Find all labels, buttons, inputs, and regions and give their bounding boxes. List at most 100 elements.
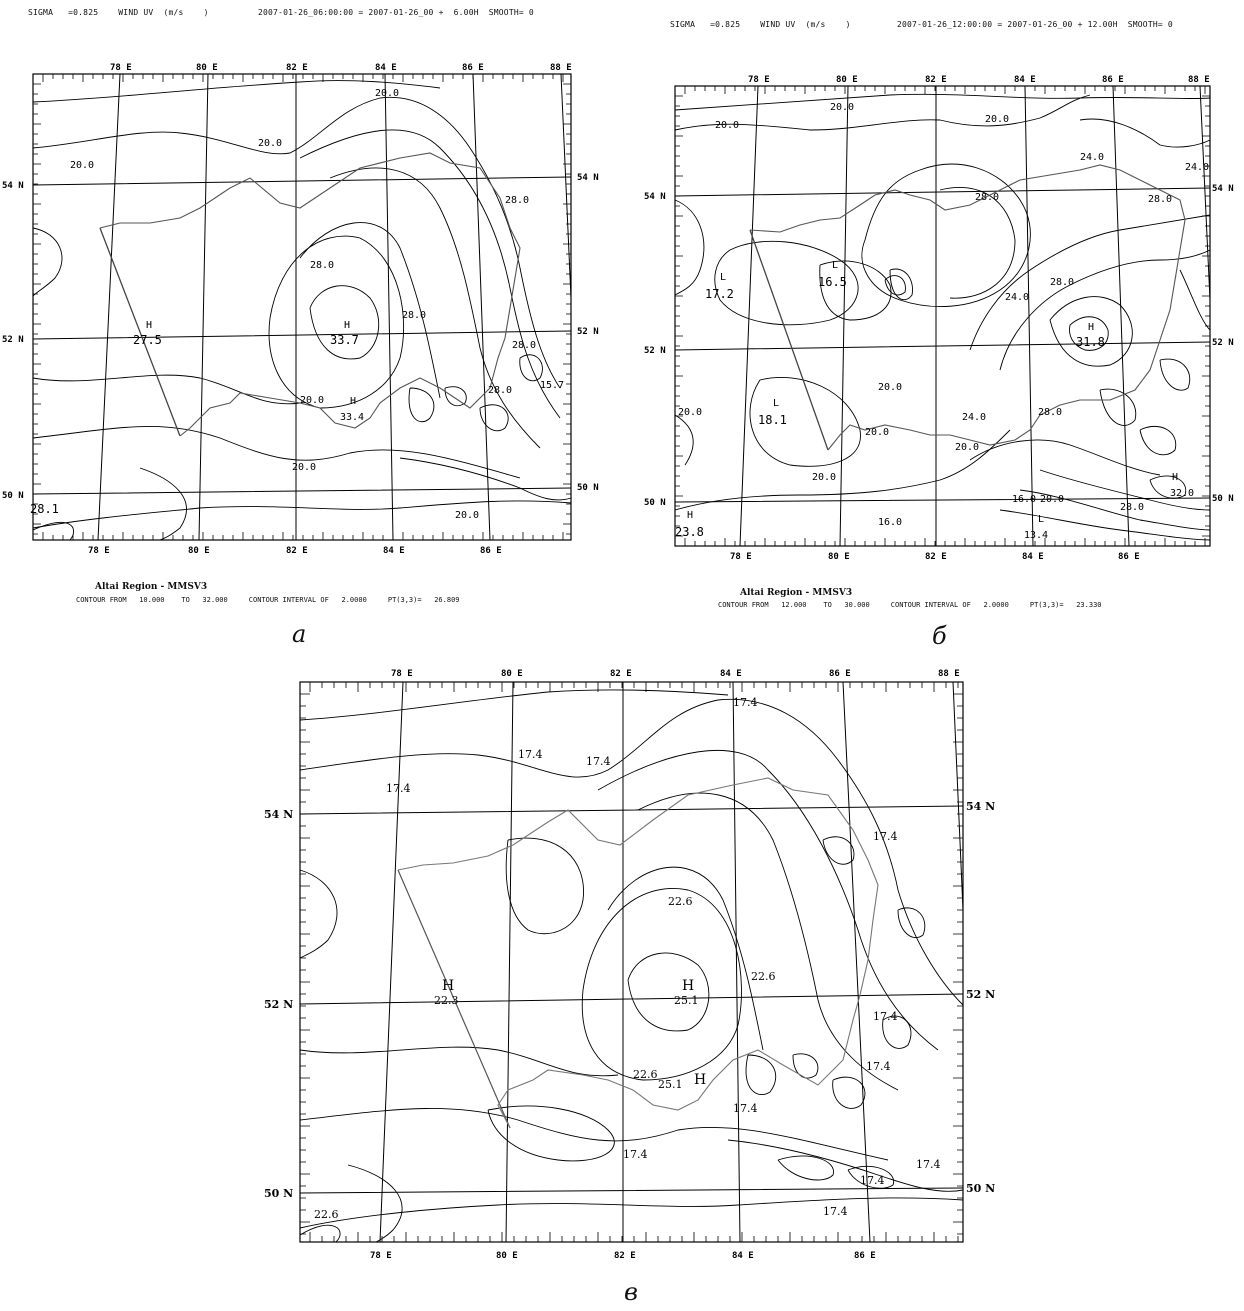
extremum-value: 25.1	[674, 994, 699, 1007]
panel-b-graticule	[674, 85, 1211, 547]
lon-tick: 86 E	[854, 1251, 876, 1261]
lat-tick: 54 N	[966, 800, 995, 813]
lon-tick: 78 E	[370, 1251, 392, 1261]
lat-tick: 54 N	[1212, 184, 1234, 194]
lat-tick: 52 N	[1212, 338, 1234, 348]
panel-b-tick-marks	[675, 86, 1210, 546]
contour-label: 28.0	[1148, 194, 1172, 205]
lon-tick: 80 E	[836, 75, 858, 85]
lat-tick: 52 N	[264, 998, 293, 1011]
lat-tick: 50 N	[264, 1187, 293, 1200]
contour-label: 28.0	[488, 385, 512, 396]
contour-label: 22.6	[668, 895, 693, 908]
lat-tick: 54 N	[2, 181, 24, 191]
lon-tick: 88 E	[1188, 75, 1210, 85]
extremum-type: H	[442, 978, 454, 994]
lon-tick: 84 E	[383, 546, 405, 556]
contour-label: 17.4	[733, 1102, 758, 1115]
lon-tick: 86 E	[480, 546, 502, 556]
extremum-type: H	[1172, 472, 1178, 483]
extremum-type: H	[1088, 322, 1094, 333]
panel-b-extrema: L 17.2 L 16.5 L 18.1 H 31.8 H 23.8 L 13.…	[675, 260, 1194, 541]
contour-label: 28.0	[402, 310, 426, 321]
contour-label: 28.0	[512, 340, 536, 351]
panel-c-letter: в	[624, 1278, 638, 1306]
panel-a-footer-title: Altai Region - MMSV3	[95, 582, 208, 592]
contour-label: 25.1	[658, 1078, 683, 1091]
extremum-type: L	[832, 260, 838, 271]
contour-label: 16.0	[1012, 494, 1036, 505]
extremum-value: 28.1	[30, 502, 59, 516]
contour-label: 24.0	[1185, 162, 1209, 173]
lat-tick: 52 N	[966, 988, 995, 1001]
contour-label: 20.0	[300, 395, 324, 406]
lon-tick: 78 E	[748, 75, 770, 85]
panel-c-cross-section-line	[397, 869, 511, 1129]
panel-b-footer-contour: CONTOUR FROM 12.000 TO 30.000 CONTOUR IN…	[718, 601, 1102, 609]
lon-tick: 84 E	[1022, 552, 1044, 562]
panel-b-footer-title: Altai Region - MMSV3	[740, 588, 853, 598]
panel-b-header-right: 2007-01-26_12:00:00 = 2007-01-26_00 + 12…	[897, 20, 1173, 29]
contour-label: 28.0	[310, 260, 334, 271]
contour-label: 17.4	[873, 830, 898, 843]
extremum-type: L	[1038, 514, 1044, 525]
panel-c-graticule	[299, 681, 964, 1243]
panel-a-extrema: H 27.5 H 33.7 H 33.4 28.1 15.7	[30, 320, 564, 516]
extremum-type: H	[682, 978, 694, 994]
contour-label: 20.0	[985, 114, 1009, 125]
lon-tick: 86 E	[829, 669, 851, 679]
lon-tick: 80 E	[196, 63, 218, 73]
lon-tick: 84 E	[1014, 75, 1036, 85]
panel-b-contour-labels: 20.0 20.0 20.0 24.0 24.0 28.0 28.0 28.0 …	[678, 102, 1209, 528]
contour-label: 20.0	[1040, 494, 1064, 505]
lon-tick: 80 E	[828, 552, 850, 562]
panel-a-lon-labels-bottom: 78 E 80 E 82 E 84 E 86 E	[88, 546, 502, 556]
contour-label: 24.0	[962, 412, 986, 423]
contour-label: 22.6	[751, 970, 776, 983]
lat-tick: 52 N	[577, 327, 599, 337]
extremum-type: L	[773, 398, 779, 409]
panel-c-extrema: H 22.3 H 25.1 H 22.6	[314, 978, 706, 1221]
panel-c-lat-labels: 54 N 52 N 50 N 54 N 52 N 50 N	[264, 800, 995, 1200]
panel-b-contours	[674, 93, 1211, 541]
contour-label: 17.4	[873, 1010, 898, 1023]
lat-tick: 54 N	[577, 173, 599, 183]
extremum-value: 32.0	[1170, 488, 1194, 499]
contour-label: 24.0	[1080, 152, 1104, 163]
lon-tick: 80 E	[496, 1251, 518, 1261]
lon-tick: 86 E	[1118, 552, 1140, 562]
panel-a-cross-section-line	[99, 227, 181, 437]
lon-tick: 86 E	[1102, 75, 1124, 85]
contour-label: 17.4	[586, 755, 611, 768]
extremum-type: H	[146, 320, 152, 331]
lon-tick: 82 E	[286, 546, 308, 556]
contour-label: 28.0	[975, 192, 999, 203]
panel-a-graticule	[32, 73, 572, 541]
lat-tick: 54 N	[264, 808, 293, 821]
panel-b-cross-section-line	[749, 229, 829, 451]
panel-a-contours	[32, 80, 572, 541]
extremum-value: 16.5	[818, 275, 847, 289]
lon-tick: 82 E	[286, 63, 308, 73]
lon-tick: 82 E	[925, 75, 947, 85]
panel-a-contour-labels: 20.0 20.0 20.0 28.0 28.0 28.0 28.0 20.0 …	[70, 88, 536, 521]
contour-label: 28.0	[1050, 277, 1074, 288]
extremum-value: 22.6	[314, 1208, 339, 1221]
contour-label: 28.0	[1038, 407, 1062, 418]
lat-tick: 52 N	[644, 346, 666, 356]
extremum-type: H	[344, 320, 350, 331]
extremum-value: 18.1	[758, 413, 787, 427]
panel-a-letter: а	[292, 620, 307, 648]
extremum-value: 15.7	[540, 380, 564, 391]
lon-tick: 84 E	[732, 1251, 754, 1261]
extremum-type: L	[720, 272, 726, 283]
lon-tick: 82 E	[614, 1251, 636, 1261]
panel-c-region-border	[397, 777, 879, 1129]
panel-c-map: 78 E 80 E 82 E 84 E 86 E 88 E 78 E 80 E …	[264, 669, 995, 1261]
contour-label: 17.4	[518, 748, 543, 761]
lon-tick: 86 E	[462, 63, 484, 73]
contour-label: 20.0	[455, 510, 479, 521]
lon-tick: 82 E	[610, 669, 632, 679]
panel-a-tick-marks	[33, 74, 571, 540]
panel-b-lon-labels-bottom: 78 E 80 E 82 E 84 E 86 E	[730, 552, 1140, 562]
